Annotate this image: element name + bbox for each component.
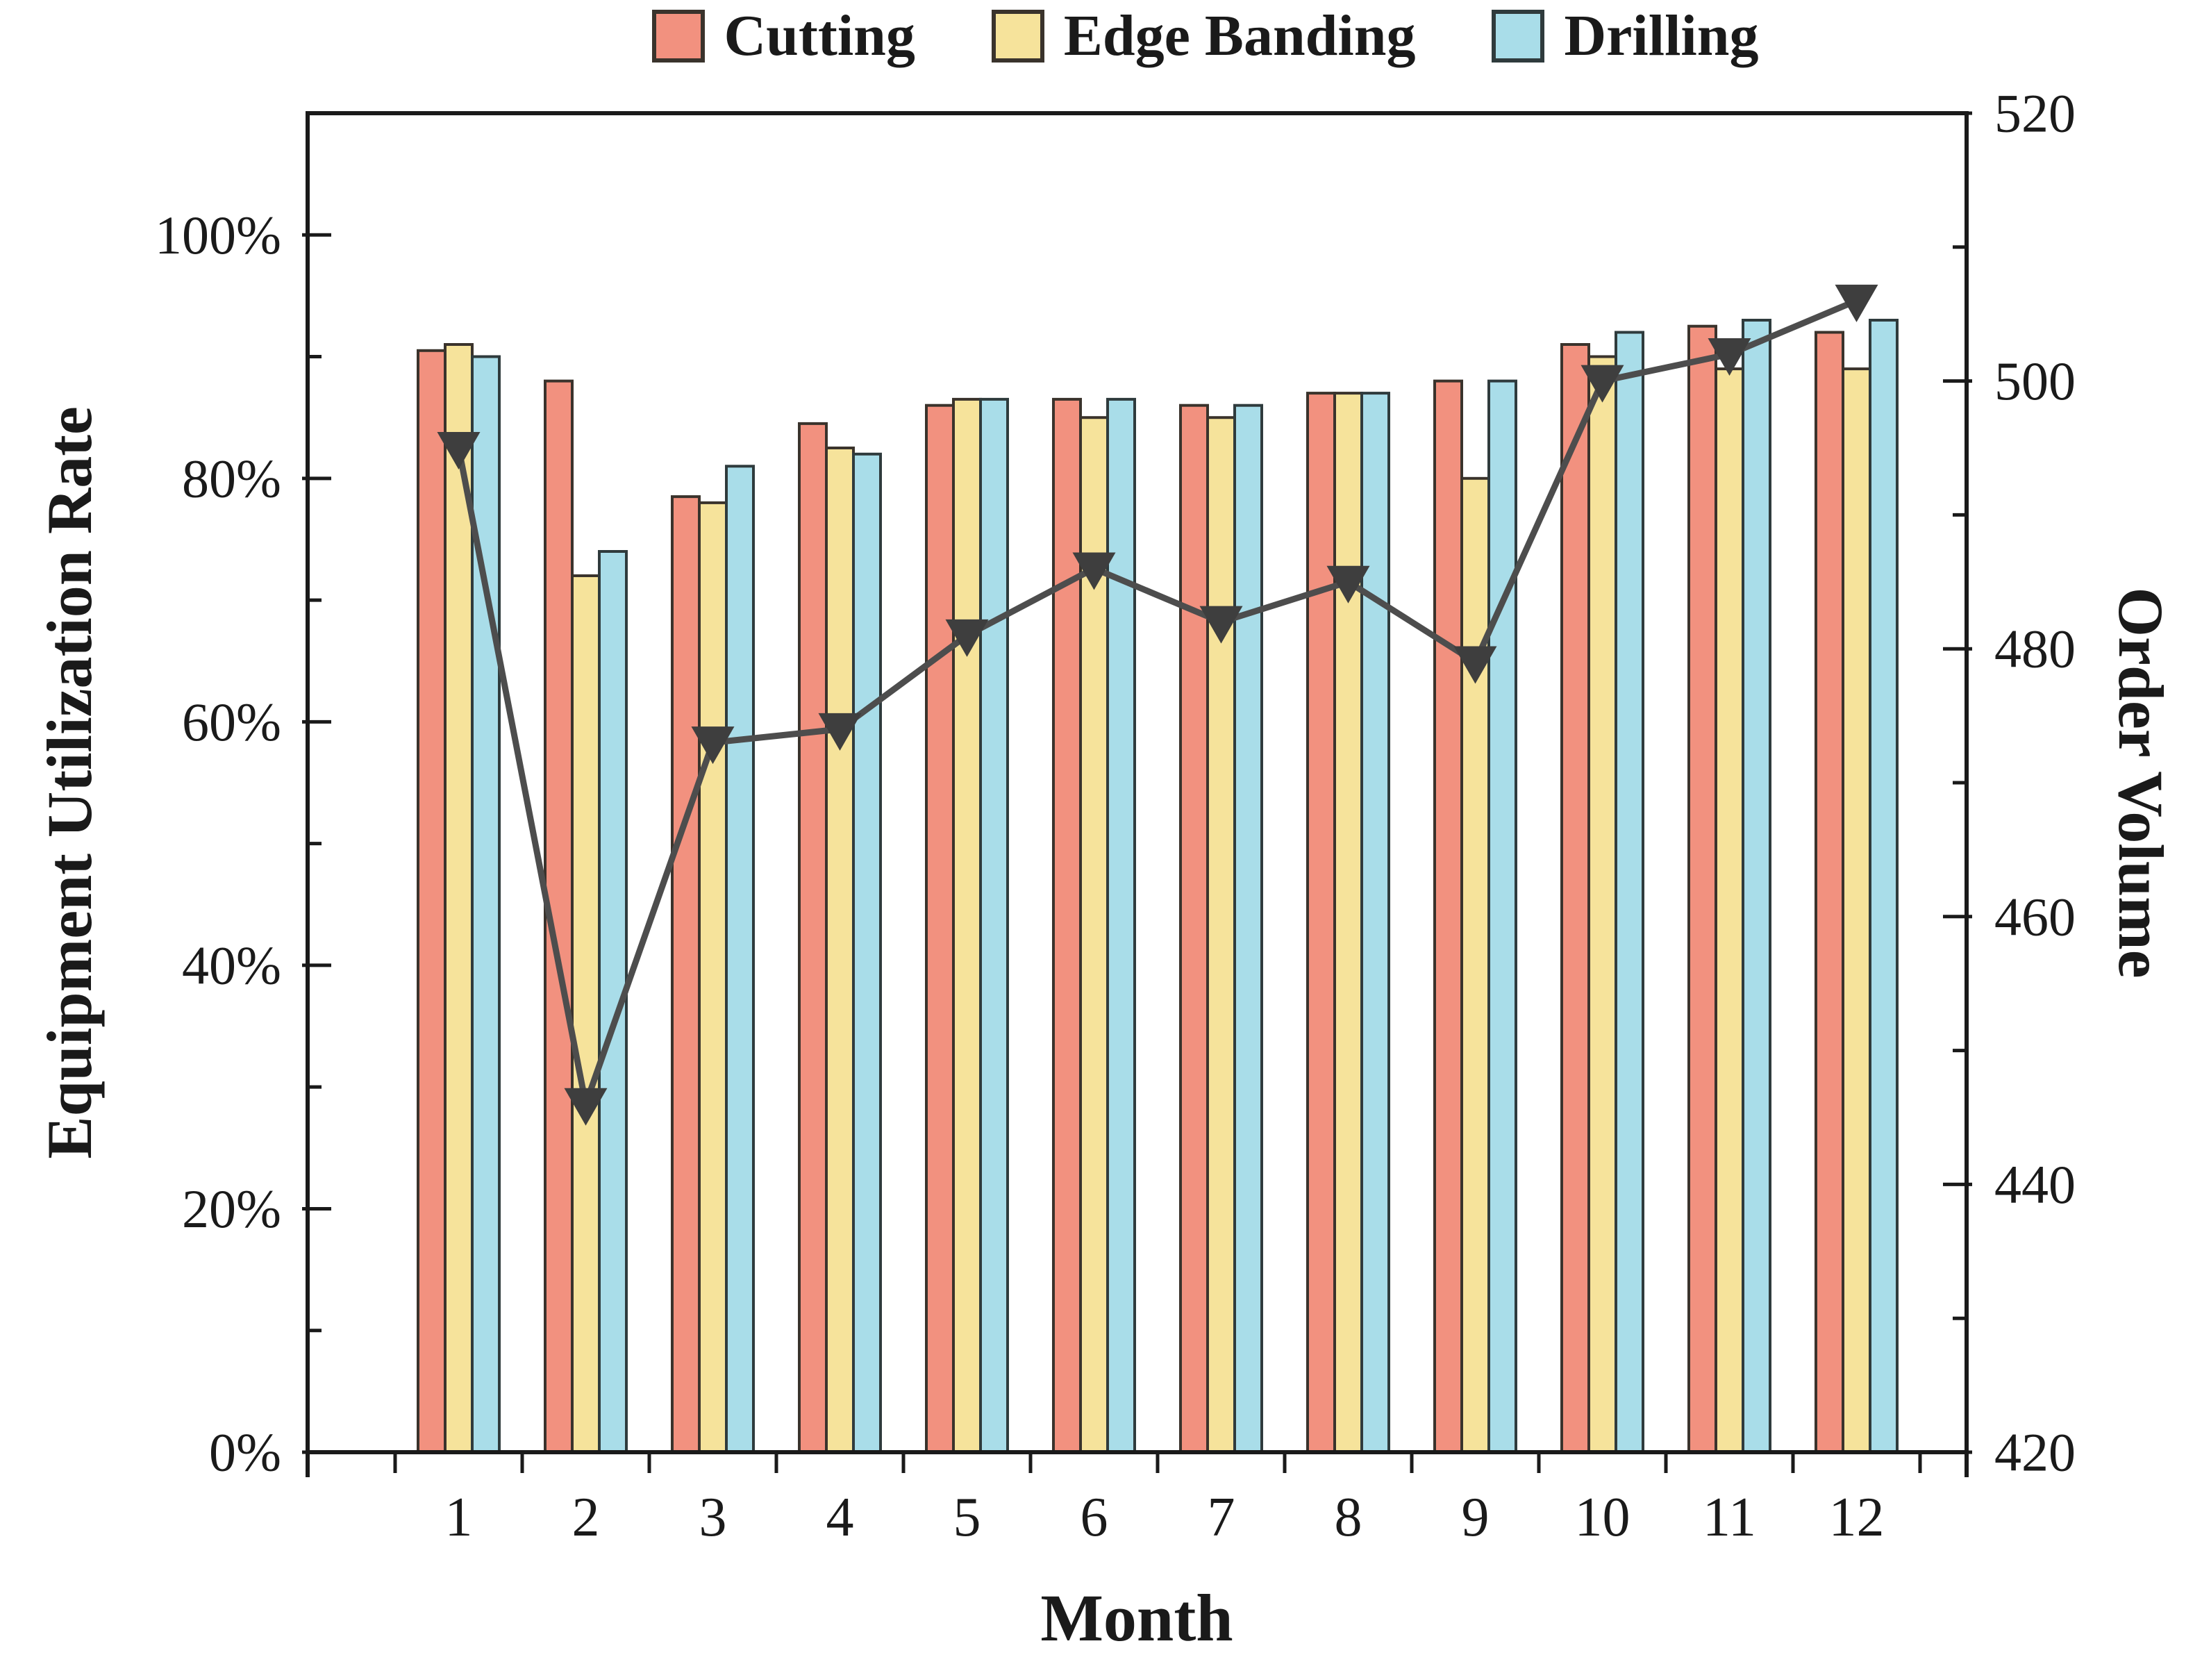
x-tick-label-5: 5: [953, 1487, 981, 1548]
order-volume-marker-m6: [1072, 552, 1116, 590]
svg-text:40%: 40%: [182, 935, 281, 995]
x-tick-label-4: 4: [826, 1487, 854, 1548]
svg-text:420: 420: [1994, 1422, 2076, 1483]
bar-cutting-m5: [925, 404, 955, 1454]
svg-text:460: 460: [1994, 886, 2076, 947]
bar-cutting-m9: [1433, 379, 1463, 1454]
x-tick-label-3: 3: [699, 1487, 727, 1548]
svg-text:100%: 100%: [155, 205, 281, 265]
bar-cutting-m3: [671, 495, 701, 1454]
legend-swatch-cutting: [651, 10, 705, 63]
svg-text:520: 520: [1994, 83, 2076, 144]
x-tick-label-2: 2: [572, 1487, 600, 1548]
right-axis-ticks: 420 440 460 480 500 520: [1943, 83, 2076, 1483]
legend-label-drilling: Drilling: [1564, 3, 1759, 68]
legend-item-edge-banding: Edge Banding: [991, 3, 1416, 68]
x-tick-label-11: 11: [1703, 1487, 1756, 1548]
x-tick-label-1: 1: [445, 1487, 473, 1548]
order-volume-marker-m10: [1580, 365, 1624, 403]
svg-text:500: 500: [1994, 351, 2076, 411]
bar-edge-banding-m11: [1715, 367, 1744, 1454]
legend: Cutting Edge Banding Drilling: [104, 7, 2202, 65]
bar-edge-banding-m3: [698, 501, 728, 1454]
x-tick-label-12: 12: [1829, 1487, 1885, 1548]
bar-cutting-m4: [798, 422, 828, 1454]
legend-swatch-drilling: [1492, 10, 1545, 63]
bar-series: [417, 319, 1899, 1454]
order-volume-marker-m7: [1199, 606, 1243, 644]
bar-cutting-m8: [1306, 392, 1336, 1454]
order-volume-marker-m1: [437, 432, 481, 469]
x-tick-label-10: 10: [1575, 1487, 1630, 1548]
svg-text:60%: 60%: [182, 692, 281, 752]
order-volume-marker-m9: [1453, 646, 1497, 684]
order-volume-marker-m12: [1835, 284, 1878, 322]
bar-edge-banding-m9: [1460, 476, 1490, 1454]
bar-drilling-m11: [1742, 319, 1771, 1454]
bar-edge-banding-m12: [1842, 367, 1871, 1454]
svg-text:20%: 20%: [182, 1179, 281, 1239]
bar-edge-banding-m8: [1333, 392, 1363, 1454]
order-volume-line: [437, 284, 1878, 1126]
x-tick-label-7: 7: [1208, 1487, 1235, 1548]
bar-drilling-m9: [1487, 379, 1517, 1454]
legend-item-cutting: Cutting: [651, 3, 915, 68]
bar-drilling-m3: [725, 465, 755, 1454]
svg-text:440: 440: [1994, 1154, 2076, 1215]
bar-cutting-m12: [1815, 331, 1844, 1454]
x-axis-title: Month: [1040, 1581, 1233, 1655]
x-tick-label-8: 8: [1335, 1487, 1362, 1548]
bar-cutting-m1: [417, 349, 447, 1454]
svg-text:80%: 80%: [182, 448, 281, 508]
x-axis-ticks: 1 2 3 4 5 6 7 8 9 10 11 12: [306, 1452, 1969, 1548]
bar-drilling-m4: [852, 452, 882, 1454]
bar-cutting-m7: [1179, 404, 1209, 1454]
bar-drilling-m8: [1360, 392, 1390, 1454]
bar-edge-banding-m4: [825, 447, 855, 1454]
order-volume-marker-m3: [691, 726, 735, 765]
legend-label-cutting: Cutting: [724, 3, 915, 68]
bar-drilling-m5: [979, 397, 1009, 1454]
legend-swatch-edge-banding: [991, 10, 1044, 63]
legend-label-edge-banding: Edge Banding: [1063, 3, 1416, 68]
legend-item-drilling: Drilling: [1492, 7, 1758, 65]
x-tick-label-9: 9: [1462, 1487, 1490, 1548]
order-volume-marker-m5: [945, 619, 989, 657]
bar-edge-banding-m7: [1206, 416, 1236, 1454]
bar-edge-banding-m5: [952, 397, 982, 1454]
order-volume-marker-m4: [818, 713, 862, 751]
x-tick-label-6: 6: [1081, 1487, 1108, 1548]
bar-drilling-m10: [1615, 331, 1644, 1454]
left-axis-ticks: 0% 20% 40% 60% 80% 100%: [155, 111, 331, 1483]
order-volume-marker-m8: [1326, 565, 1370, 604]
bar-drilling-m12: [1869, 319, 1899, 1454]
bar-edge-banding-m2: [571, 574, 601, 1454]
svg-text:0%: 0%: [209, 1422, 281, 1483]
bar-cutting-m10: [1560, 343, 1590, 1454]
bar-cutting-m11: [1687, 324, 1717, 1454]
svg-text:480: 480: [1994, 619, 2076, 679]
bar-drilling-m1: [471, 355, 501, 1454]
bar-edge-banding-m10: [1587, 355, 1617, 1454]
order-volume-marker-m11: [1708, 338, 1751, 376]
bar-drilling-m7: [1233, 404, 1263, 1454]
order-volume-marker-m2: [564, 1088, 608, 1126]
